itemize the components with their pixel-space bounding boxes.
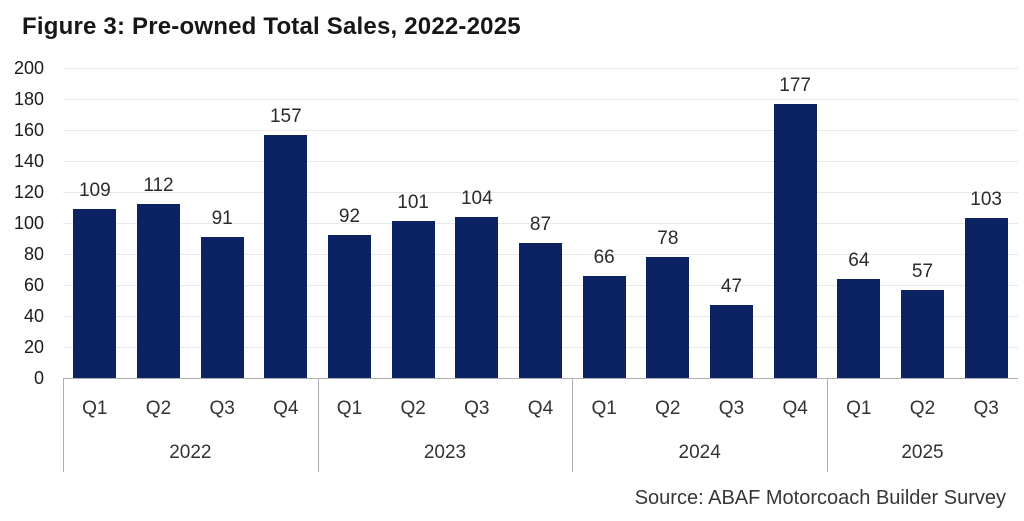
x-tick-label: Q3	[209, 398, 235, 419]
y-axis-label: 60	[23, 275, 44, 295]
bar	[200, 236, 244, 378]
bar	[73, 209, 117, 378]
x-tick-label: Q2	[909, 398, 936, 419]
x-tick-label: Q4	[273, 398, 299, 419]
bar-value-label: 92	[338, 206, 361, 228]
bar	[519, 243, 562, 378]
group-separator	[63, 378, 64, 472]
bar-value-label: 91	[211, 207, 233, 229]
x-tick-label: Q1	[82, 398, 108, 419]
y-axis-label: 80	[23, 244, 44, 264]
bar	[901, 289, 944, 378]
x-tick-label: Q3	[973, 398, 999, 419]
bar	[328, 235, 371, 378]
x-axis-line	[63, 378, 1018, 379]
y-axis-label: 40	[23, 306, 44, 326]
bar	[710, 305, 753, 378]
y-axis-label: 160	[13, 120, 44, 140]
bar-value-label: 101	[397, 192, 429, 214]
x-tick-label: Q1	[591, 398, 617, 419]
y-axis-label: 120	[13, 182, 44, 202]
bar-value-label: 103	[970, 189, 1002, 211]
bar-value-label: 87	[529, 214, 552, 236]
x-axis: Q1 Q2 Q3 Q4 2022 Q1 Q2 Q3 Q4 2023 Q1 Q2 Q3 Q4 2024 Q1 Q2…	[63, 378, 1018, 472]
group-separator	[827, 378, 828, 472]
gridline	[63, 98, 1018, 100]
bar-value-label: 64	[848, 249, 870, 271]
bar-value-label: 112	[143, 175, 174, 197]
x-tick-label: Q3	[464, 398, 490, 419]
bar-value-label: 109	[78, 180, 111, 202]
x-tick-label: Q4	[527, 398, 554, 419]
bar	[391, 221, 435, 378]
x-tick-label: Q2	[400, 398, 426, 419]
year-label: 2023	[423, 442, 467, 463]
bar	[137, 204, 180, 378]
chart-title: Figure 3: Pre-owned Total Sales, 2022-20…	[22, 13, 521, 40]
bar-value-label: 78	[657, 228, 679, 250]
plot-area: 109 112 91 157 92 101 104 87 66 78 47 177 64 57 103	[63, 67, 1018, 378]
gridline	[63, 191, 1018, 193]
year-label: 2024	[678, 442, 721, 463]
x-tick-label: Q3	[718, 398, 745, 419]
gridline	[63, 160, 1018, 162]
bar-value-label: 177	[779, 74, 811, 96]
y-axis-label: 20	[23, 337, 44, 357]
y-axis-label: 0	[33, 368, 44, 388]
bar-value-label: 57	[911, 260, 934, 282]
y-axis-label: 140	[13, 151, 44, 171]
x-tick-label: Q4	[782, 398, 808, 419]
source-caption: Source: ABAF Motorcoach Builder Survey	[634, 487, 1006, 509]
bar-value-label: 47	[720, 276, 743, 298]
x-tick-label: Q1	[336, 398, 363, 419]
y-axis-label: 200	[13, 58, 44, 78]
bar	[773, 103, 817, 378]
year-label: 2025	[901, 442, 944, 463]
gridline	[63, 67, 1018, 69]
x-tick-label: Q2	[655, 398, 681, 419]
bar-value-label: 157	[269, 105, 302, 127]
bar	[837, 278, 881, 378]
bar	[264, 134, 308, 378]
bar-value-label: 66	[593, 246, 615, 268]
year-label: 2022	[169, 442, 212, 463]
group-separator	[572, 378, 574, 472]
x-tick-label: Q1	[846, 398, 872, 419]
bar-value-label: 104	[460, 187, 493, 209]
bar	[964, 218, 1008, 378]
y-axis-label: 100	[13, 213, 44, 233]
gridline	[63, 222, 1018, 224]
bar	[582, 275, 626, 378]
x-tick-label: Q2	[145, 398, 172, 419]
bar	[646, 257, 690, 378]
group-separator	[317, 378, 319, 472]
gridline	[63, 129, 1018, 131]
bar	[455, 216, 499, 378]
y-axis-label: 180	[13, 89, 44, 109]
